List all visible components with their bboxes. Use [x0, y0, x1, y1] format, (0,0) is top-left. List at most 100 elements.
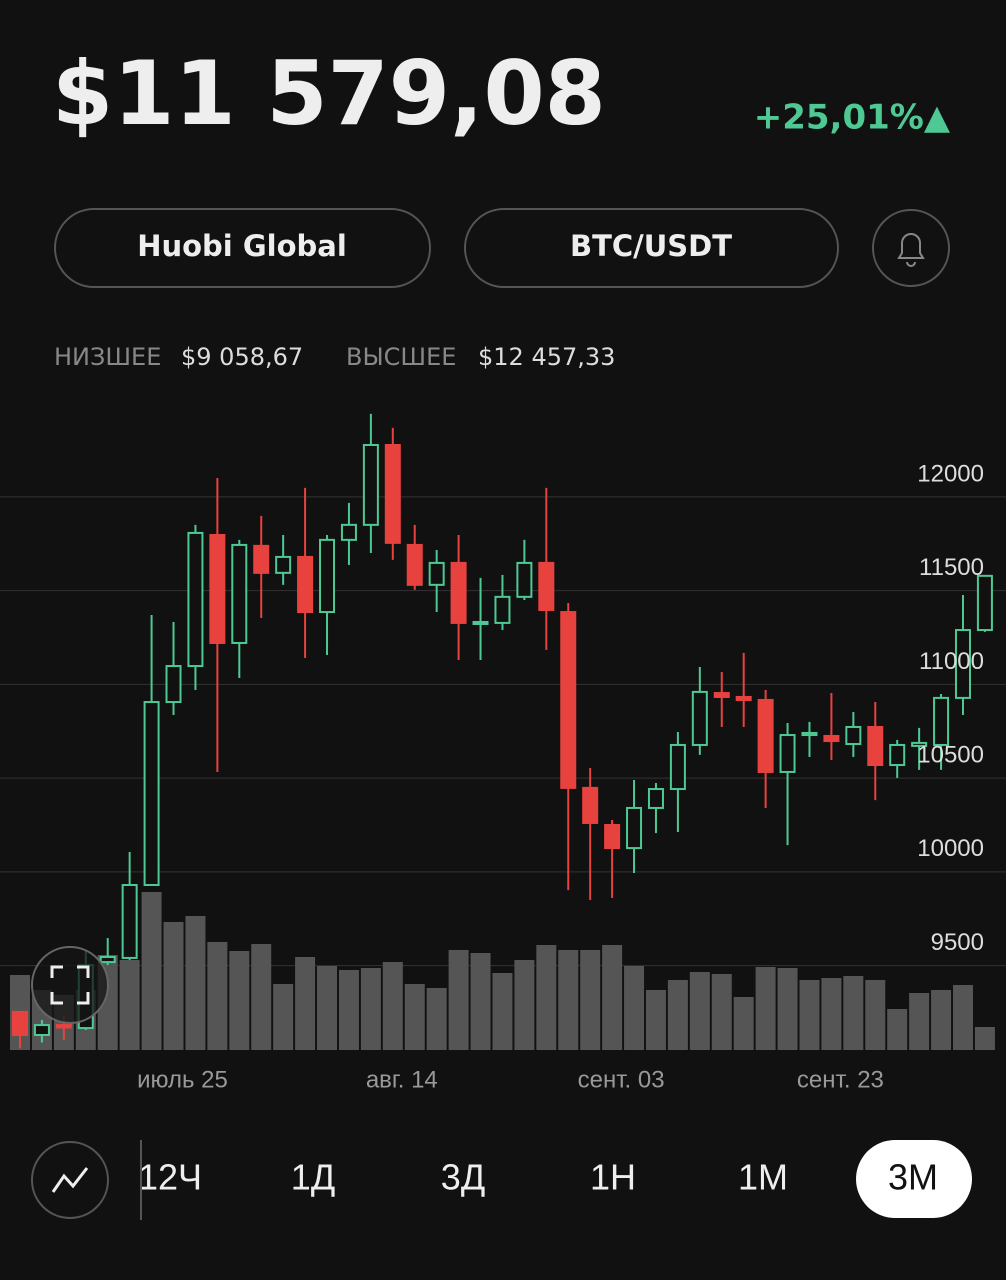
- candle-body: [976, 574, 993, 632]
- alert-button[interactable]: [872, 209, 950, 287]
- volume-bar: [514, 960, 535, 1050]
- exchange-label: Huobi Global: [137, 229, 347, 263]
- candle-body: [275, 555, 292, 574]
- volume-bar: [119, 960, 140, 1050]
- x-tick-label: сент. 23: [797, 1066, 884, 1093]
- timeframe-tab[interactable]: 3М: [888, 1157, 938, 1198]
- volume-bar: [821, 978, 842, 1050]
- y-tick-label: 10500: [917, 741, 984, 768]
- candle-body: [757, 698, 774, 773]
- volume-bar: [185, 916, 206, 1050]
- candle-body: [691, 690, 708, 746]
- volume-bar: [295, 957, 316, 1050]
- candle-body: [143, 701, 160, 887]
- timeframe-tab[interactable]: 1Д: [291, 1157, 335, 1198]
- candle-body: [406, 543, 423, 586]
- volume-bar: [733, 997, 754, 1050]
- candle-body: [494, 595, 511, 624]
- candle-body: [538, 561, 555, 611]
- x-tick-label: июль 25: [137, 1066, 228, 1093]
- volume-bar: [470, 953, 491, 1050]
- change: +25,01%▲: [754, 98, 951, 138]
- line-mode-button[interactable]: [31, 1141, 109, 1219]
- high-value: $12 457,33: [478, 343, 615, 371]
- volume-bar: [426, 988, 447, 1050]
- volume-bar: [931, 990, 952, 1050]
- candle-body: [253, 544, 270, 574]
- volume-bar: [382, 962, 403, 1050]
- candle-body: [604, 824, 621, 850]
- volume-bar: [404, 984, 425, 1050]
- volume-bar: [492, 973, 513, 1050]
- candle-body: [911, 741, 928, 747]
- volume-bar: [207, 942, 228, 1050]
- candle-body: [582, 786, 599, 824]
- candle-body: [472, 620, 489, 625]
- candle-body: [384, 443, 401, 544]
- y-tick-label: 12000: [917, 460, 984, 487]
- volume-bar: [163, 922, 184, 1050]
- volume-bar: [865, 980, 886, 1050]
- timeframe-tab[interactable]: 1М: [738, 1157, 788, 1198]
- candle-body: [450, 561, 467, 624]
- candle-body: [801, 731, 818, 737]
- y-tick-label: 9500: [931, 929, 984, 956]
- volume-bar: [887, 1009, 908, 1050]
- low-value: $9 058,67: [181, 343, 303, 371]
- fullscreen-circle[interactable]: [31, 946, 109, 1024]
- timeframe-tab[interactable]: 1Н: [590, 1157, 636, 1198]
- candle-body: [12, 1010, 28, 1037]
- volume-bar: [360, 968, 381, 1050]
- pair-label: BTC/USDT: [570, 229, 732, 263]
- candle-body: [516, 561, 533, 598]
- candle-body: [867, 725, 884, 767]
- volume-bar: [755, 967, 776, 1050]
- candle-body: [735, 695, 752, 701]
- pair-button[interactable]: [464, 208, 839, 288]
- timeframe-tab[interactable]: 3Д: [441, 1157, 485, 1198]
- candle-body: [560, 611, 577, 789]
- volume-bar: [645, 990, 666, 1050]
- chart: 9500 10000 10500 11000 11500 12000 июль 25 авг.…: [0, 413, 1006, 1093]
- candle-body: [845, 725, 862, 746]
- selected-tab[interactable]: [856, 1140, 972, 1218]
- volume-bar: [974, 1027, 995, 1050]
- candle-body: [954, 629, 971, 699]
- candle-body: [362, 443, 379, 526]
- candle-body: [209, 533, 226, 644]
- candle-body: [99, 956, 116, 964]
- low-label: НИЗШЕЕ: [54, 343, 161, 371]
- line-icon: [51, 1167, 89, 1193]
- volume-bar: [667, 980, 688, 1050]
- volume-bar: [536, 945, 557, 1050]
- volume-bar: [448, 950, 469, 1050]
- volume-bar: [251, 944, 272, 1050]
- volume-bar: [843, 976, 864, 1050]
- x-tick-label: авг. 14: [366, 1066, 438, 1093]
- fullscreen-icon: [50, 965, 90, 1005]
- volume-bar: [273, 984, 294, 1050]
- volume-bar: [141, 892, 162, 1050]
- candle-body: [779, 734, 796, 773]
- candle-body: [187, 531, 204, 668]
- volume-bar: [711, 974, 732, 1050]
- volume-bar: [580, 950, 601, 1050]
- candle-body: [319, 538, 336, 614]
- fullscreen-button[interactable]: [31, 946, 109, 1024]
- volume-bar: [229, 951, 250, 1050]
- candle-body: [933, 696, 950, 746]
- candle-body: [713, 692, 730, 698]
- y-tick-label: 10000: [917, 835, 984, 862]
- candle-body: [428, 561, 445, 586]
- timeframe-tab[interactable]: 12Ч: [138, 1157, 202, 1198]
- volume-bar: [799, 980, 820, 1050]
- volume-bar: [909, 993, 930, 1050]
- volume-bar: [624, 966, 645, 1050]
- candle-body: [297, 555, 314, 614]
- exchange-button[interactable]: [54, 208, 431, 288]
- price: $11 579,08: [52, 42, 606, 145]
- y-tick-label: 11000: [919, 648, 984, 675]
